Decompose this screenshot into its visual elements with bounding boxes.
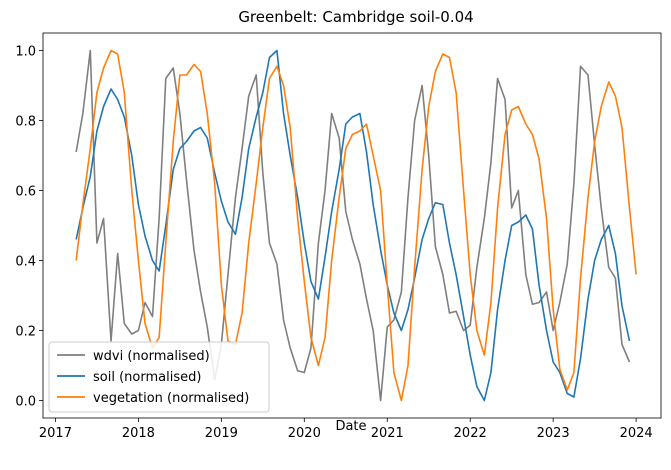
y-tick-label: 1.0 xyxy=(15,45,36,60)
legend-box xyxy=(48,341,270,413)
x-axis-label: Date xyxy=(335,419,366,434)
y-tick-label: 0.8 xyxy=(15,115,36,130)
y-tick-label: 0.6 xyxy=(15,185,36,200)
legend-label-1: soil (normalised) xyxy=(93,370,201,385)
x-tick-label: 2024 xyxy=(620,426,653,441)
x-axis: 2017 2018 2019 2020 2021 2022 2023 2024 xyxy=(39,418,653,441)
chart-title: Greenbelt: Cambridge soil-0.04 xyxy=(238,8,473,26)
plot-area xyxy=(75,49,637,402)
y-axis: 0.0 0.2 0.4 0.6 0.8 1.0 xyxy=(15,45,43,410)
legend-label-2: vegetation (normalised) xyxy=(93,391,249,406)
legend-label-0: wdvi (normalised) xyxy=(93,349,210,364)
x-tick-label: 2022 xyxy=(454,426,487,441)
x-tick-label: 2021 xyxy=(371,426,404,441)
y-tick-label: 0.4 xyxy=(15,255,36,270)
y-tick-label: 0.2 xyxy=(15,325,36,340)
x-tick-label: 2020 xyxy=(288,426,321,441)
x-tick-label: 2023 xyxy=(537,426,570,441)
legend: wdvi (normalised) soil (normalised) vegeta… xyxy=(48,341,270,413)
series-line-2 xyxy=(75,49,637,402)
y-tick-label: 0.0 xyxy=(15,395,36,410)
x-tick-label: 2017 xyxy=(39,426,72,441)
plot-frame xyxy=(42,32,662,419)
x-tick-label: 2019 xyxy=(205,426,238,441)
series-line-0 xyxy=(75,49,631,402)
x-tick-label: 2018 xyxy=(122,426,155,441)
